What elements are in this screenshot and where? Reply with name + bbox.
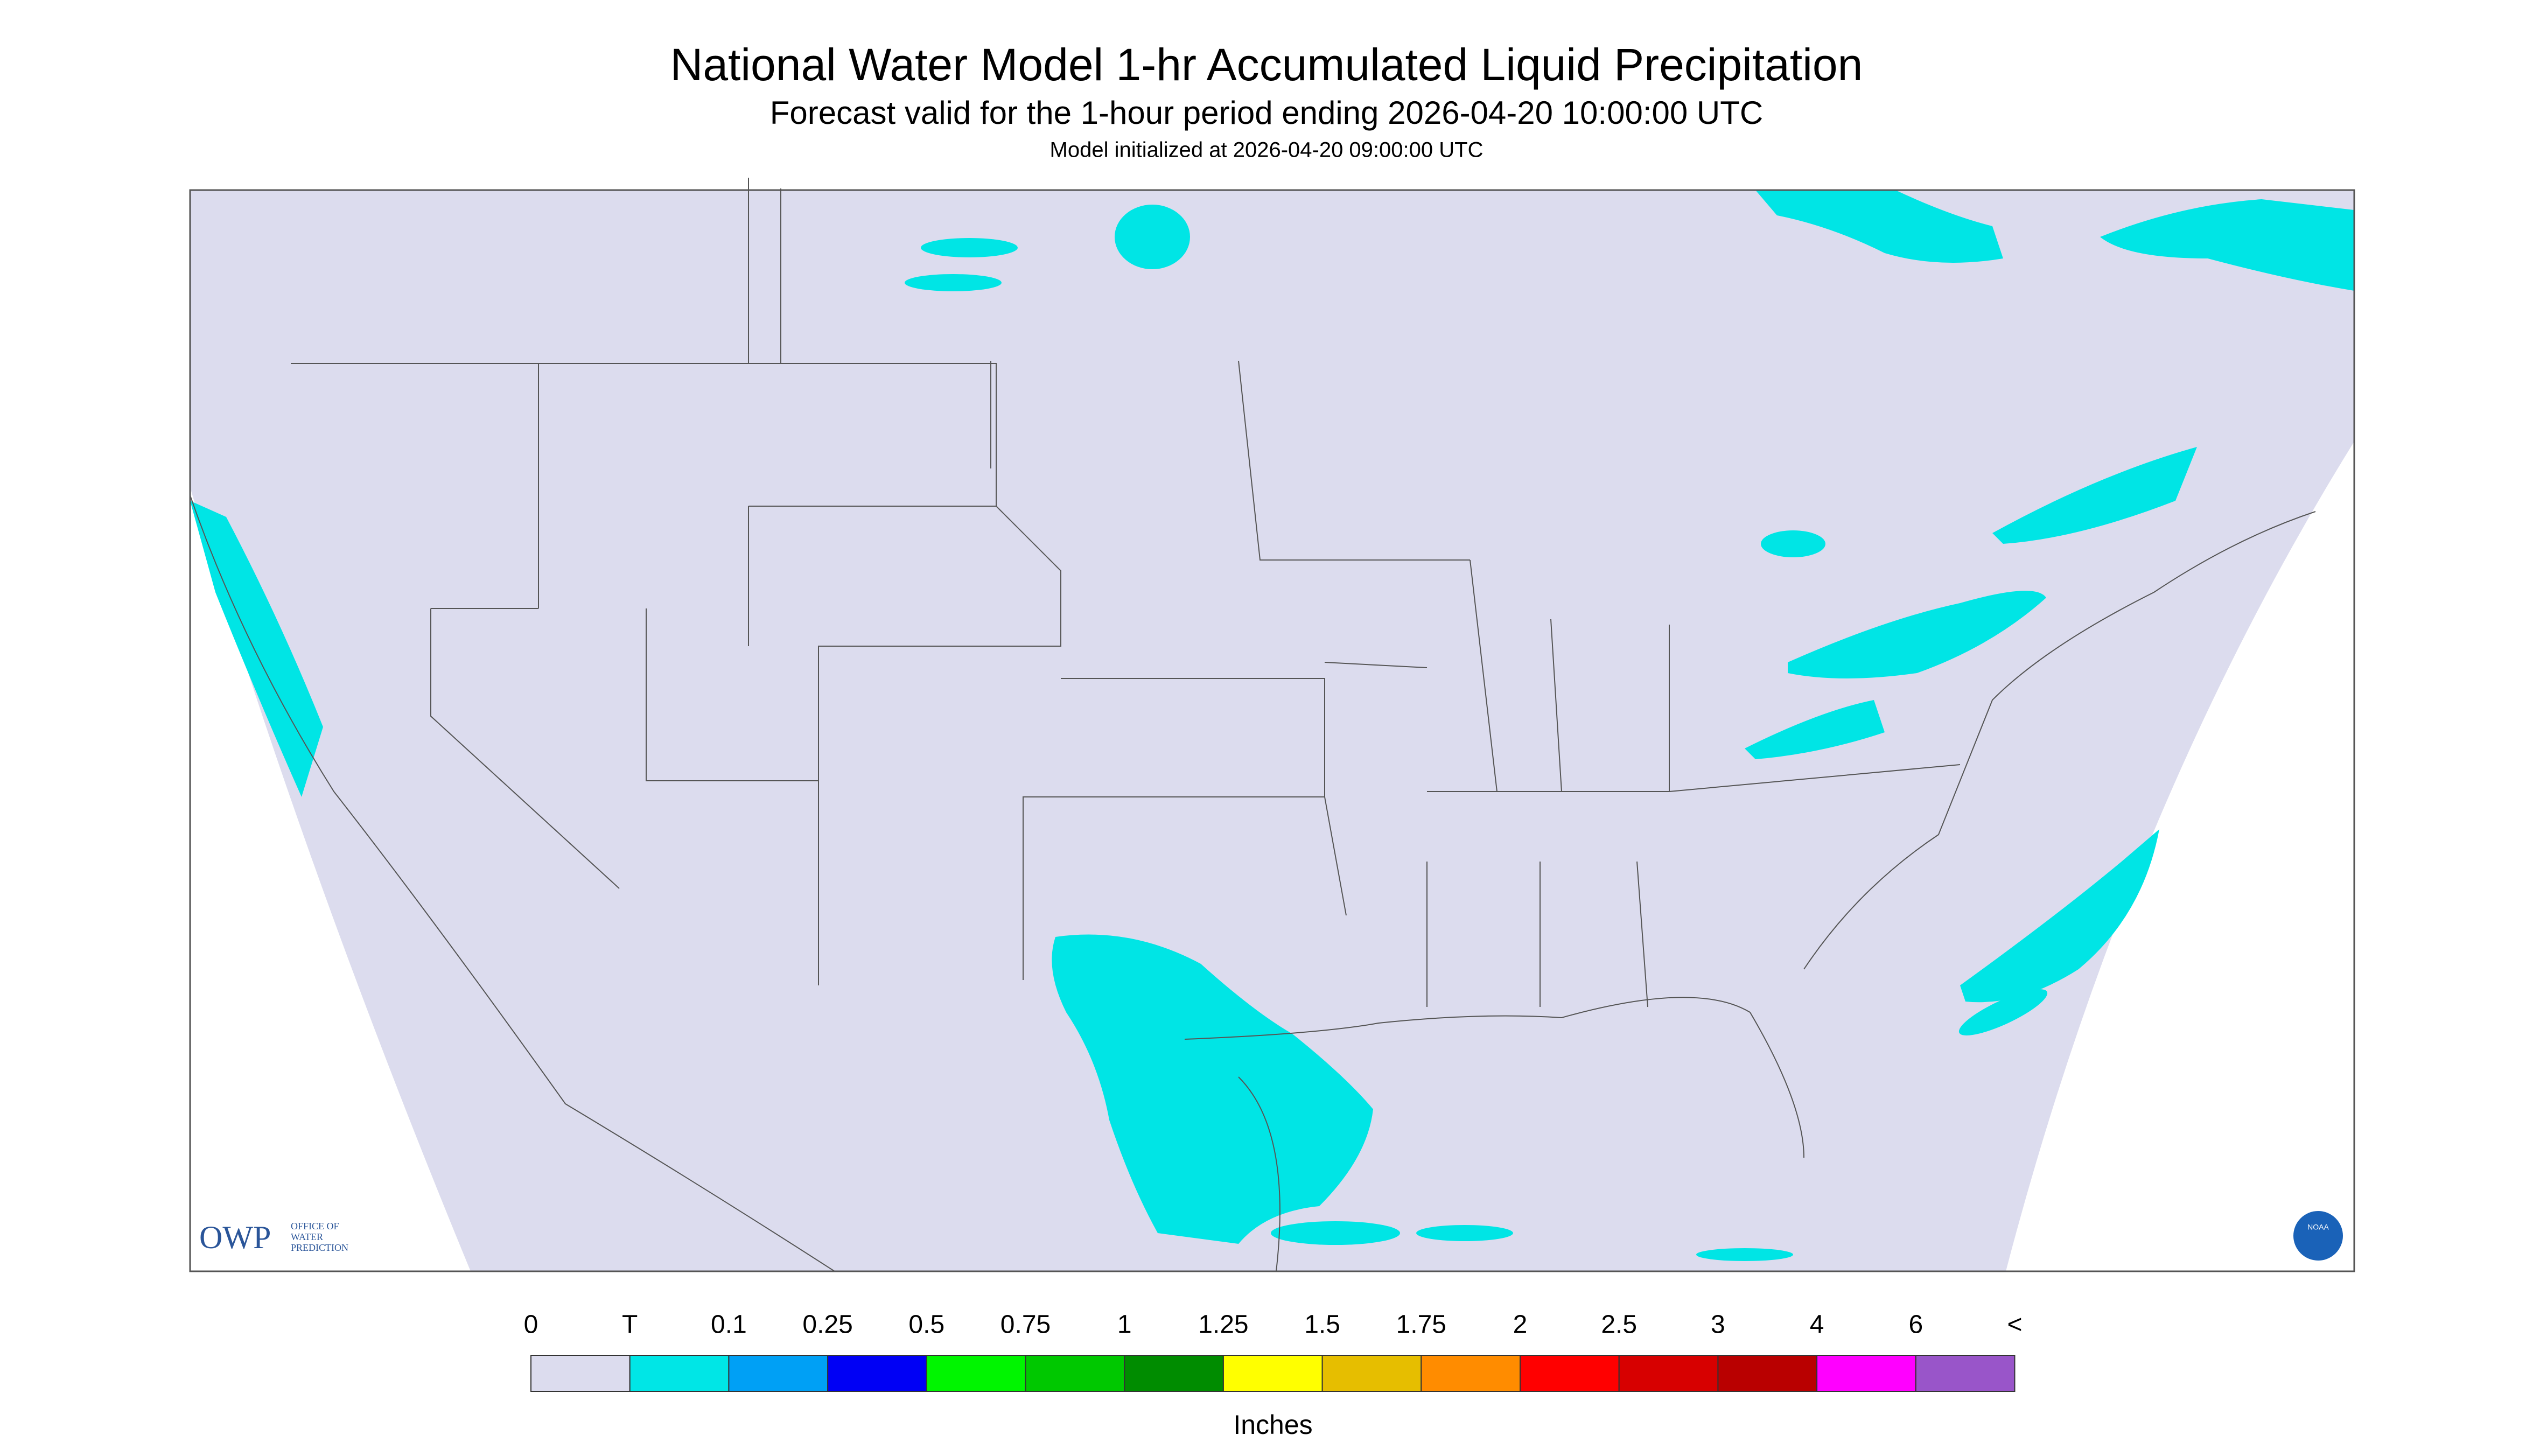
legend-swatch [1321, 1355, 1422, 1392]
legend-label: 3 [1711, 1311, 1725, 1339]
precip-area [1755, 190, 2003, 263]
legend-label: 6 [1908, 1311, 1923, 1339]
legend-swatch [1816, 1355, 1916, 1392]
map-domain [190, 190, 2354, 1271]
legend-swatch [530, 1355, 631, 1392]
legend-units: Inches [1233, 1410, 1312, 1440]
legend-label: 1 [1117, 1311, 1132, 1339]
legend-label: 1.5 [1304, 1311, 1340, 1339]
legend-label: 1.75 [1396, 1311, 1446, 1339]
precip-area [1745, 700, 1885, 759]
legend-label: 2 [1513, 1311, 1528, 1339]
map-frame [189, 189, 2355, 1272]
precip-area [1992, 447, 2197, 544]
legend-swatch [1915, 1355, 2016, 1392]
precip-area [921, 238, 1018, 257]
subtitle: Forecast valid for the 1-hour period end… [770, 95, 1763, 131]
legend-swatch [1124, 1355, 1224, 1392]
legend-label: 2.5 [1601, 1311, 1637, 1339]
precip-area [1416, 1225, 1513, 1241]
logo-owp: OWP [199, 1220, 271, 1255]
precip-area [1696, 1248, 1793, 1261]
precip-area [905, 274, 1002, 291]
precip-area [1271, 1221, 1400, 1245]
precip-area [1958, 989, 2048, 1035]
state-lines [291, 178, 1961, 1007]
legend-label: 0 [524, 1311, 538, 1339]
legend-label: 0.1 [711, 1311, 747, 1339]
noaa-logo [2291, 1209, 2345, 1263]
legend-label: 0.5 [908, 1311, 944, 1339]
precip-area-heavy [1257, 1149, 1274, 1177]
legend-swatch [926, 1355, 1026, 1392]
coastlines [190, 495, 2316, 1272]
legend-label: T [622, 1311, 638, 1339]
precip-area [1761, 530, 1825, 557]
legend-label: 4 [1810, 1311, 1824, 1339]
legend-label: < [2007, 1311, 2022, 1339]
legend-swatch [1717, 1355, 1818, 1392]
noaa-logo-text: NOAA [2307, 1223, 2329, 1231]
title: National Water Model 1-hr Accumulated Li… [670, 39, 1863, 90]
legend-swatch [1618, 1355, 1719, 1392]
legend-swatch [1222, 1355, 1323, 1392]
legend-swatch [1520, 1355, 1620, 1392]
precip-area [1115, 205, 1190, 269]
logo-text: PREDICTION [291, 1242, 348, 1253]
precip-area [1960, 829, 2159, 1003]
logo-text: WATER [291, 1231, 323, 1242]
precip-area [2100, 199, 2354, 291]
precip-area [1788, 591, 2046, 678]
precip-area [1052, 934, 1373, 1244]
legend-swatch [1025, 1355, 1125, 1392]
boundaries [190, 178, 2316, 1272]
legend-label: 0.75 [1000, 1311, 1051, 1339]
logo-text: OFFICE OF [291, 1221, 339, 1231]
legend: 0 T 0.1 0.25 0.5 0.75 1 1.25 1.5 1.75 2 2.5 3 4 6 < [524, 1311, 2023, 1392]
legend-swatch [728, 1355, 829, 1392]
legend-label: 0.25 [802, 1311, 852, 1339]
legend-swatch [827, 1355, 927, 1392]
precip-area [190, 501, 323, 797]
legend-swatch [1421, 1355, 1521, 1392]
legend-swatch [629, 1355, 730, 1392]
init-time: Model initialized at 2026-04-20 09:00:00… [1050, 138, 1484, 162]
precip-areas [190, 190, 2354, 1261]
legend-label: 1.25 [1198, 1311, 1248, 1339]
